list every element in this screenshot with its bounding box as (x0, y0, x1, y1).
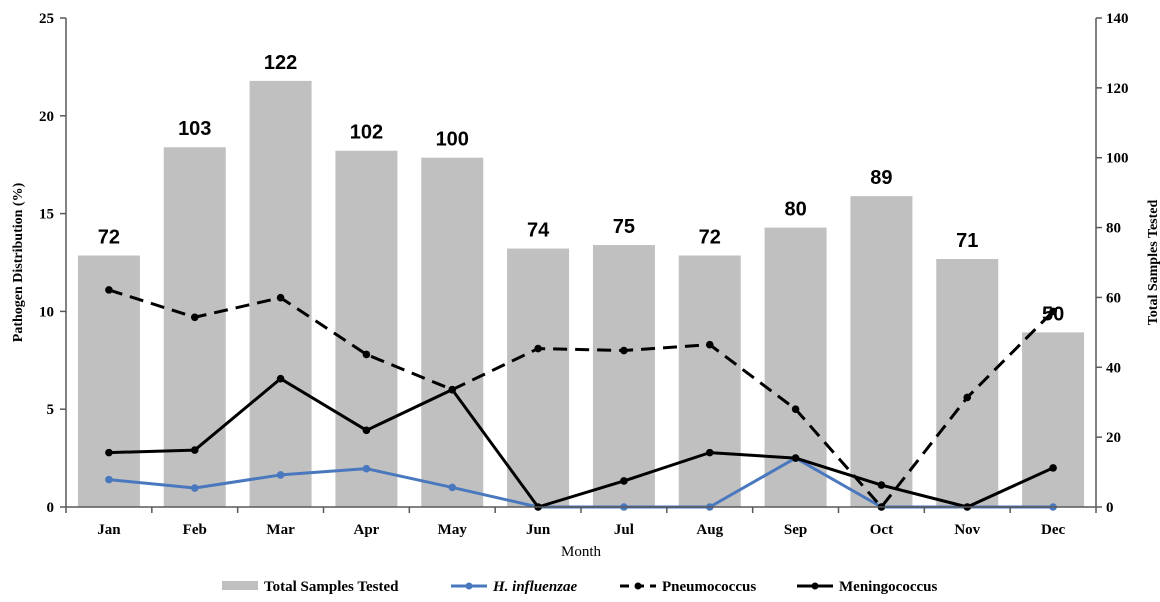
x-tick-label: Jul (614, 522, 634, 538)
bar-jan (77, 255, 140, 507)
legend-swatch-bar (222, 581, 258, 590)
y-tick-label-right: 40 (1106, 360, 1121, 376)
y-tick-label-left: 5 (47, 402, 55, 418)
bar-value-label: 102 (350, 122, 383, 144)
bar-jul (592, 245, 655, 508)
x-tick-label: Dec (1041, 522, 1065, 538)
meningococcus-point (705, 448, 714, 457)
pneumococcus-point (963, 393, 972, 402)
h-influenzae-point (190, 484, 199, 492)
bar-value-label: 75 (613, 216, 635, 238)
y-tick-label-right: 120 (1106, 81, 1129, 97)
bar-value-label: 71 (956, 230, 978, 252)
bar-value-label: 100 (436, 129, 469, 151)
h-influenzae-point (362, 464, 371, 473)
y-axis-title-left: Pathogen Distribution (%) (11, 182, 26, 342)
bar-value-label: 103 (178, 118, 211, 140)
bar-aug (678, 255, 741, 507)
bar-value-label: 122 (264, 52, 297, 74)
h-influenzae-point (105, 475, 113, 484)
x-tick-label: Sep (784, 522, 807, 538)
y-tick-label-left: 10 (39, 304, 54, 320)
h-influenzae-point (448, 483, 457, 492)
pneumococcus-point (534, 344, 542, 353)
meningococcus-point (105, 448, 113, 457)
legend: Total Samples Tested H. influenzae Pneumoc… (222, 579, 937, 595)
x-axis-title: Month (561, 544, 602, 560)
meningococcus-point (1049, 464, 1057, 472)
y-tick-label-right: 60 (1106, 290, 1121, 306)
x-tick-label: Feb (183, 522, 207, 538)
y-tick-label-right: 100 (1106, 151, 1129, 167)
x-tick-label: Oct (870, 522, 893, 538)
y-tick-label-left: 0 (47, 500, 55, 516)
y-axis-title-right: Total Samples Tested (1146, 200, 1160, 326)
y-tick-label-right: 0 (1106, 500, 1114, 516)
legend-swatch-marker (811, 582, 819, 590)
pneumococcus-point (190, 313, 199, 322)
pneumococcus-point (705, 340, 714, 349)
legend-label: H. influenzae (492, 579, 578, 595)
y-tick-label-right: 20 (1106, 430, 1121, 446)
x-tick-label: Jun (526, 522, 551, 538)
legend-label: Meningococcus (839, 579, 937, 595)
bar-dec (1022, 332, 1085, 507)
line-series (105, 286, 1057, 511)
bar-oct (850, 196, 913, 507)
y-tick-label-right: 140 (1106, 11, 1129, 27)
bar-nov (936, 259, 999, 507)
pneumococcus-line (108, 288, 1055, 509)
bar-value-label: 74 (527, 220, 550, 242)
meningococcus-point (877, 481, 886, 489)
pneumococcus-point (1049, 307, 1057, 316)
x-tick-label: Jan (97, 522, 121, 538)
legend-swatch-marker (465, 582, 473, 590)
legend-label: Pneumococcus (662, 579, 756, 595)
x-tick-label: Apr (353, 522, 379, 538)
labels: 72 103 122 102 100 74 75 72 80 89 71 50 (98, 52, 1064, 325)
pneumococcus-point (105, 286, 113, 294)
pneumococcus-point (620, 346, 628, 355)
legend-swatch-marker (634, 582, 642, 590)
bar-may (421, 157, 484, 507)
bar-jun (507, 248, 570, 507)
y-tick-label-left: 25 (39, 11, 54, 27)
pneumococcus-point (276, 293, 285, 302)
bar-value-label: 80 (784, 199, 806, 221)
pneumococcus-point (362, 350, 371, 359)
bar-apr (335, 150, 398, 507)
bar-value-label: 89 (870, 167, 892, 189)
meningococcus-point (791, 454, 800, 462)
meningococcus-point (620, 477, 628, 485)
meningococcus-point (448, 385, 457, 394)
bar-series (77, 80, 1085, 508)
y-tick-label-left: 15 (39, 207, 54, 223)
bar-value-label: 72 (98, 227, 120, 249)
pneumococcus-point (791, 405, 800, 414)
x-tick-label: May (438, 522, 468, 538)
h-influenzae-point (276, 471, 285, 479)
y-tick-label-right: 80 (1106, 221, 1121, 237)
meningococcus-point (276, 374, 285, 383)
x-tick-label: Nov (954, 522, 980, 538)
x-tick-label: Mar (266, 522, 295, 538)
meningococcus-point (190, 446, 199, 454)
legend-label: Total Samples Tested (264, 579, 399, 595)
bar-value-label: 72 (699, 227, 721, 249)
x-tick-label: Aug (696, 522, 723, 538)
y-tick-label-left: 20 (39, 109, 54, 125)
axes: 0 5 10 15 20 25 0 20 40 60 80 100 120 140 Jan Feb Mar Apr… (11, 11, 1160, 560)
bar-value-label: 50 (1042, 303, 1064, 325)
meningococcus-line (108, 377, 1054, 509)
meningococcus-point (362, 426, 371, 435)
